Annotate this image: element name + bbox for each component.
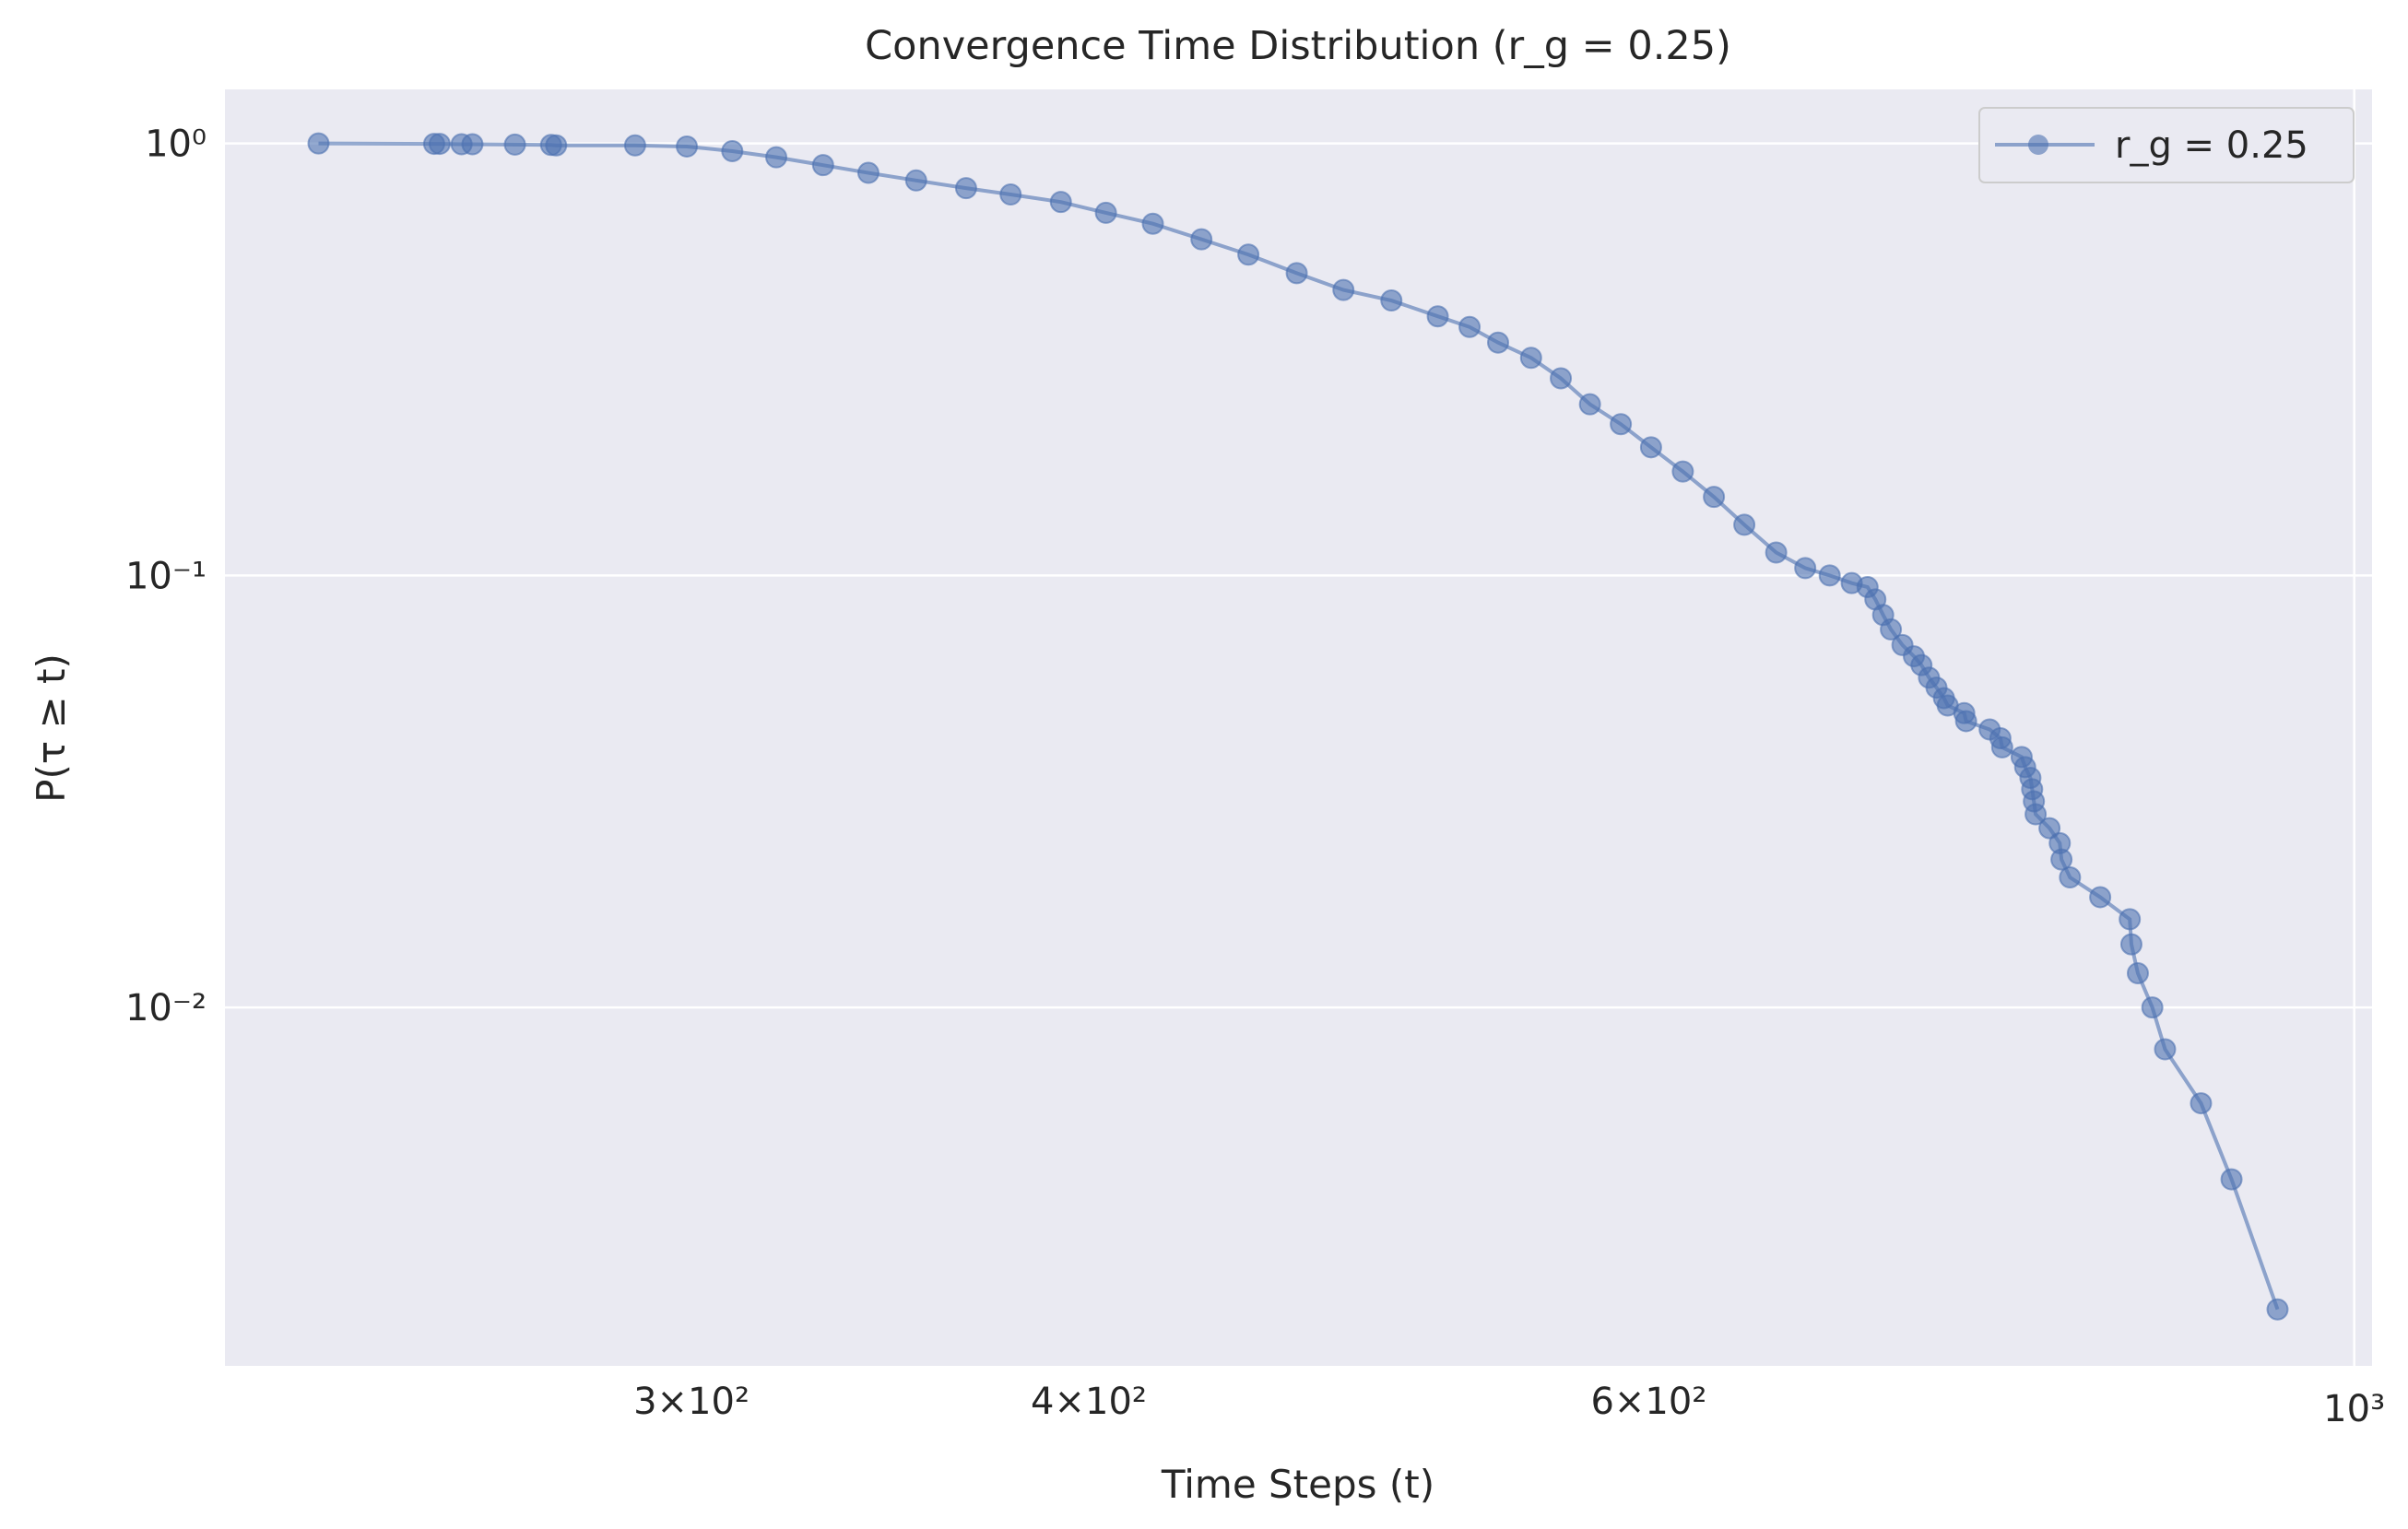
data-point (1190, 228, 1213, 251)
data-point (765, 146, 788, 169)
data-point (1610, 413, 1633, 436)
data-point (1639, 436, 1662, 459)
data-point (1487, 331, 1510, 354)
data-point (2050, 848, 2073, 871)
data-point (721, 139, 744, 162)
data-point (1049, 191, 1072, 214)
data-point (545, 134, 568, 157)
x-axis-label: Time Steps (t) (1161, 1462, 1434, 1507)
data-point (1519, 347, 1542, 370)
data-point (1550, 367, 1573, 390)
data-point (1880, 617, 1903, 641)
x-tick-label: 4×10² (1031, 1381, 1147, 1423)
data-point (1671, 460, 1694, 483)
legend-marker (2028, 135, 2048, 155)
y-axis-label: P(τ ≥ t) (29, 653, 74, 803)
data-point (2089, 886, 2112, 909)
plot-area (225, 89, 2372, 1366)
legend-label: r_g = 0.25 (2115, 124, 2308, 167)
data-point (904, 169, 927, 192)
y-tick-label: 10⁰ (145, 123, 207, 166)
x-tick-label: 10³ (2323, 1388, 2385, 1430)
data-point (1794, 557, 1817, 580)
data-point (1954, 710, 1977, 733)
data-point (623, 134, 646, 157)
data-point (1285, 262, 1308, 285)
data-point (2126, 961, 2149, 984)
data-point (856, 161, 879, 184)
data-point (1733, 513, 1756, 536)
data-point (2119, 908, 2142, 931)
data-point (1818, 564, 1841, 587)
data-point (503, 133, 526, 156)
data-point (1990, 735, 2013, 759)
chart-title: Convergence Time Distribution (r_g = 0.2… (865, 23, 1731, 69)
data-point (2190, 1092, 2213, 1115)
y-tick-label: 10⁻² (125, 987, 207, 1029)
data-point (811, 154, 834, 177)
data-point (2154, 1038, 2177, 1061)
x-tick-label: 6×10² (1590, 1381, 1706, 1423)
y-tick-label: 10⁻¹ (125, 555, 207, 597)
data-point (2038, 817, 2061, 840)
data-point (428, 133, 451, 156)
data-point (2119, 933, 2142, 956)
data-point (1765, 541, 1788, 564)
data-point (1703, 486, 1726, 509)
data-point (954, 177, 977, 200)
data-point (307, 132, 330, 155)
data-point (1141, 212, 1164, 235)
data-point (2059, 865, 2082, 888)
data-point (999, 182, 1022, 206)
data-point (2024, 803, 2048, 826)
data-point (2220, 1168, 2243, 1191)
data-point (1094, 201, 1117, 224)
data-point (1426, 305, 1449, 328)
legend-box (1978, 107, 2355, 183)
data-point (1380, 289, 1403, 312)
data-point (676, 135, 699, 158)
data-point (1332, 278, 1355, 301)
data-point (1578, 393, 1601, 416)
x-tick-label: 3×10² (633, 1381, 750, 1423)
data-point (461, 133, 484, 156)
data-point (1237, 243, 1260, 266)
data-point (2141, 996, 2164, 1019)
data-point (2266, 1298, 2289, 1321)
data-point (1458, 315, 1481, 338)
